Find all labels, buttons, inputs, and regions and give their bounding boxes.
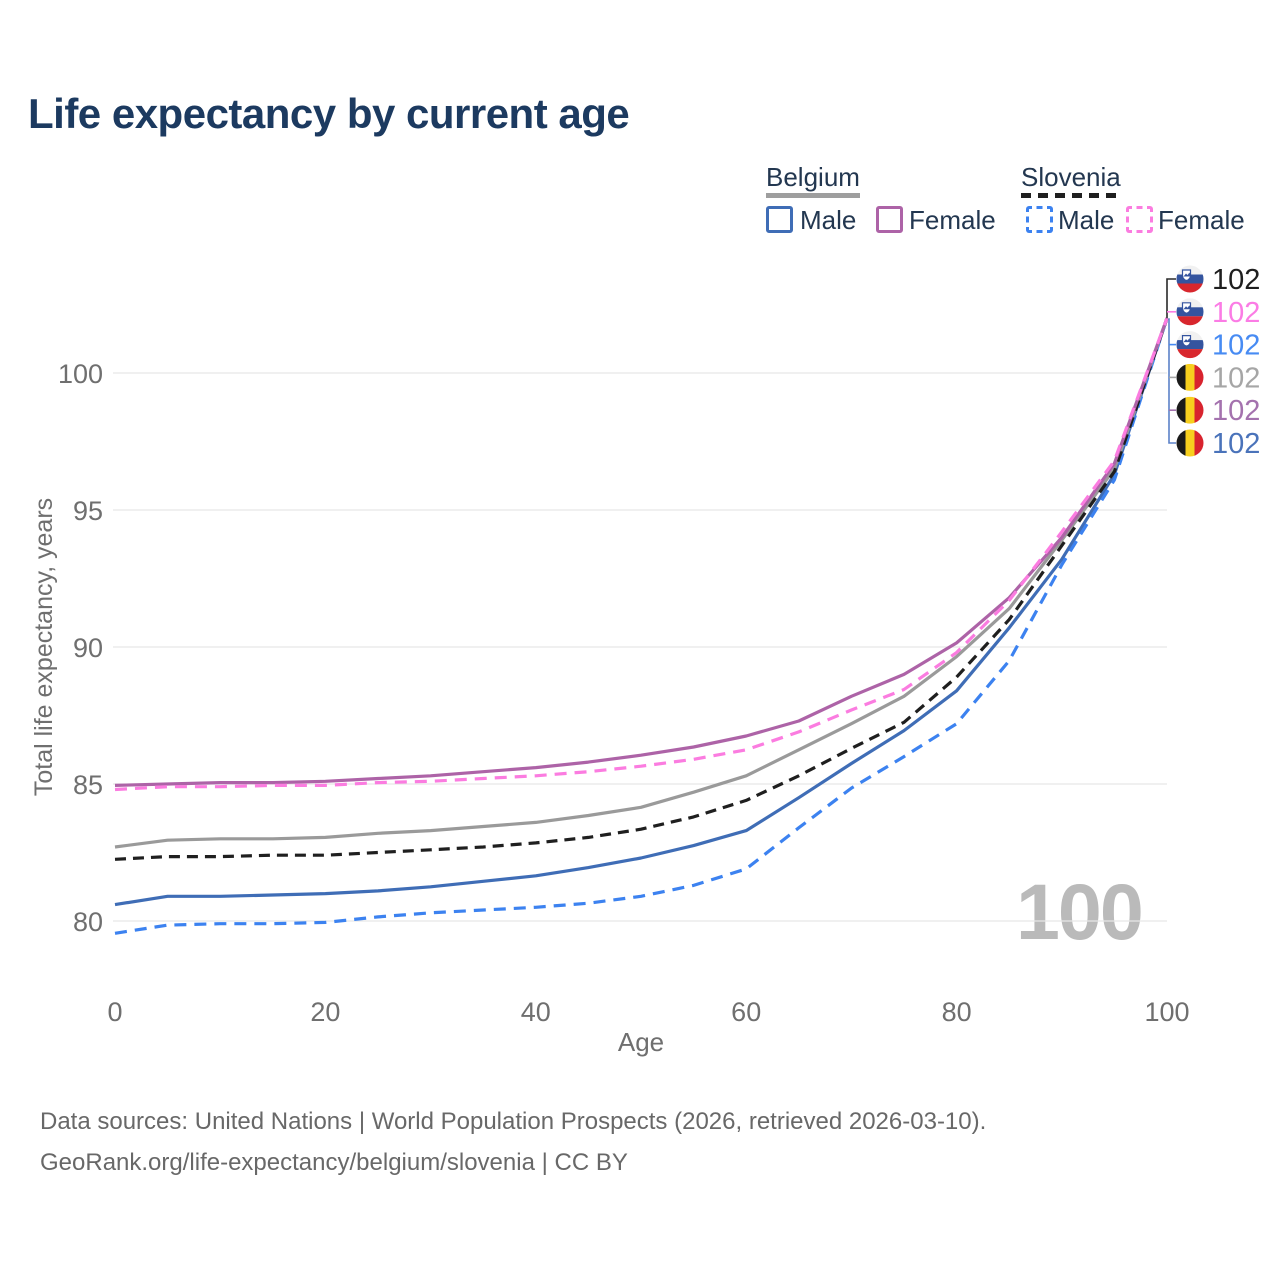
flag-icon-belgium xyxy=(1176,363,1204,391)
flag-icon-belgium xyxy=(1176,429,1204,457)
legend-item-belgium-female[interactable]: Female xyxy=(909,205,996,235)
legend-item-belgium-male[interactable]: Male xyxy=(800,205,857,235)
leader-slovenia-total xyxy=(1166,278,1176,319)
legend-item-slovenia-female[interactable]: Female xyxy=(1158,205,1245,235)
flag-icon-slovenia xyxy=(1176,298,1204,326)
current-age-watermark: 100 xyxy=(1016,867,1144,956)
x-tick-0: 0 xyxy=(107,997,122,1027)
end-label-value-belgium-total: 102 xyxy=(1212,362,1260,394)
end-label-value-slovenia-total: 102 xyxy=(1212,264,1260,296)
legend-swatch-slovenia-male[interactable] xyxy=(1026,206,1053,233)
x-tick-20: 20 xyxy=(310,997,340,1027)
series-line-slovenia-total xyxy=(114,317,1169,861)
y-tick-85: 85 xyxy=(73,770,103,800)
series-line-slovenia-female xyxy=(114,317,1169,792)
end-label-value-slovenia-male: 102 xyxy=(1212,330,1260,362)
y-tick-95: 95 xyxy=(73,496,103,526)
attribution-line[interactable]: GeoRank.org/life-expectancy/belgium/slov… xyxy=(40,1149,628,1176)
data-sources-line: Data sources: United Nations | World Pop… xyxy=(40,1108,987,1135)
end-label-value-slovenia-female: 102 xyxy=(1212,297,1260,329)
page-title: Life expectancy by current age xyxy=(28,90,630,137)
x-tick-40: 40 xyxy=(521,997,551,1027)
series-line-belgium-male xyxy=(114,317,1169,907)
leader-belgium-male xyxy=(1168,318,1176,444)
end-label-value-belgium-female: 102 xyxy=(1212,395,1260,427)
legend-swatch-belgium-male[interactable] xyxy=(766,206,793,233)
y-tick-90: 90 xyxy=(73,633,103,663)
legend-belgium-total-line-swatch xyxy=(766,193,860,198)
legend-swatch-slovenia-female[interactable] xyxy=(1126,206,1153,233)
x-axis-title: Age xyxy=(618,1027,664,1057)
series-line-belgium-female xyxy=(114,317,1169,787)
legend-group-slovenia[interactable]: Slovenia xyxy=(1021,162,1121,192)
y-tick-100: 100 xyxy=(58,359,103,389)
x-tick-100: 100 xyxy=(1144,997,1189,1027)
x-tick-60: 60 xyxy=(731,997,761,1027)
flag-icon-slovenia xyxy=(1176,265,1204,293)
series-line-belgium-total xyxy=(114,317,1169,849)
legend-slovenia-total-line-swatch xyxy=(1021,193,1121,198)
end-label-value-belgium-male: 102 xyxy=(1212,428,1260,460)
y-tick-80: 80 xyxy=(73,907,103,937)
flag-icon-slovenia xyxy=(1176,331,1204,359)
legend-swatch-belgium-female[interactable] xyxy=(876,206,903,233)
x-tick-80: 80 xyxy=(942,997,972,1027)
series-line-slovenia-male xyxy=(114,317,1169,935)
y-axis-title: Total life expectancy, years xyxy=(30,498,58,796)
legend-item-slovenia-male[interactable]: Male xyxy=(1058,205,1115,235)
flag-icon-belgium xyxy=(1176,396,1204,424)
legend-group-belgium[interactable]: Belgium xyxy=(766,162,860,192)
